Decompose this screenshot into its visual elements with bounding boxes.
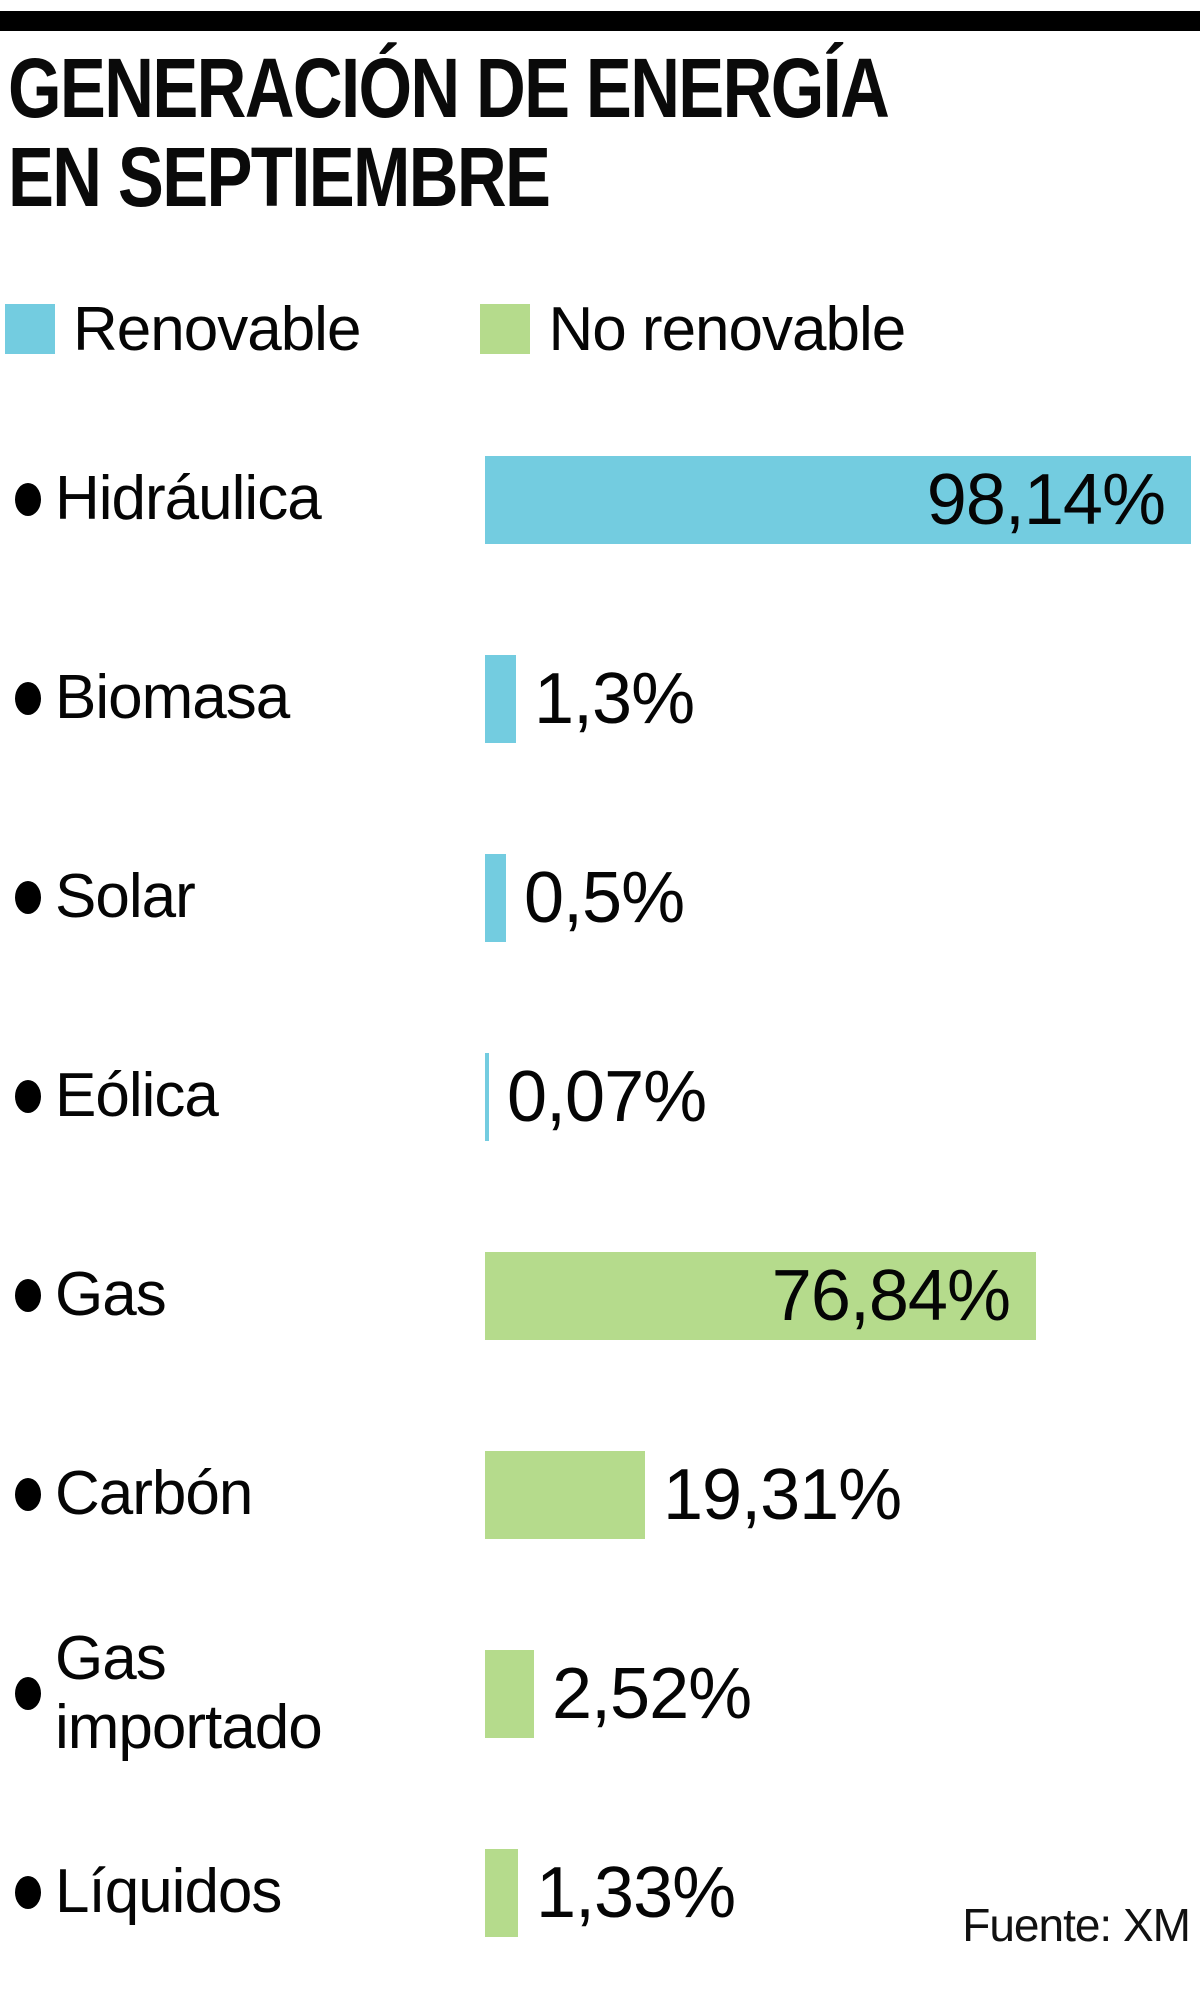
bullet-icon — [15, 682, 41, 715]
chart-row-gas: Gas 76,84% — [0, 1196, 1200, 1395]
value-label: 1,33% — [536, 1852, 736, 1933]
legend-swatch-renovable — [5, 304, 55, 354]
chart-row-liquidos: Líquidos 1,33% — [0, 1793, 1200, 1992]
bullet-icon — [15, 1677, 41, 1710]
category-label: Carbón — [55, 1459, 253, 1529]
value-label: 2,52% — [552, 1653, 752, 1734]
bar-biomasa — [485, 654, 516, 743]
legend-item-no-renovable: No renovable — [480, 294, 906, 365]
chart-title-line2: EN SEPTIEMBRE — [8, 130, 551, 225]
category-label: Líquidos — [55, 1857, 282, 1927]
bar-zone: 0,07% — [485, 1052, 1200, 1141]
category-label: Solar — [55, 862, 196, 932]
bullet-icon — [15, 881, 41, 914]
bar-zone: 0,5% — [485, 853, 1200, 942]
value-label: 98,14% — [926, 459, 1166, 540]
category-label: Biomasa — [55, 663, 290, 733]
value-label: 1,3% — [534, 658, 695, 739]
category-label-line: Gas — [55, 1624, 167, 1694]
chart-row-solar: Solar 0,5% — [0, 798, 1200, 997]
legend-item-renovable: Renovable — [5, 294, 361, 365]
bar-zone: 19,31% — [485, 1450, 1200, 1539]
bar-eolica — [485, 1052, 489, 1141]
bullet-icon — [15, 1478, 41, 1511]
chart-row-carbon: Carbón 19,31% — [0, 1395, 1200, 1594]
bar-hidraulica: 98,14% — [485, 455, 1191, 544]
bar-solar — [485, 853, 506, 942]
legend-label: Renovable — [73, 294, 361, 364]
bar-gas: 76,84% — [485, 1251, 1036, 1340]
category-label-line: importado — [55, 1692, 323, 1762]
bar-gas-importado — [485, 1649, 534, 1738]
chart-row-biomasa: Biomasa 1,3% — [0, 599, 1200, 798]
bar-chart: Hidráulica 98,14% Biomasa 1,3% Solar 0,5% Eóli… — [0, 400, 1200, 1992]
legend: Renovable No renovable — [5, 295, 906, 364]
bar-liquidos — [485, 1848, 518, 1937]
category-label: Gas — [55, 1260, 167, 1330]
bar-carbon — [485, 1450, 645, 1539]
top-rule — [0, 11, 1200, 31]
value-label: 0,07% — [507, 1056, 707, 1137]
legend-label: No renovable — [548, 294, 906, 364]
bar-zone: 2,52% — [485, 1649, 1200, 1738]
chart-row-eolica: Eólica 0,07% — [0, 997, 1200, 1196]
value-label: 76,84% — [771, 1255, 1011, 1336]
bar-zone: 98,14% — [485, 455, 1200, 544]
bar-zone: 76,84% — [485, 1251, 1200, 1340]
legend-swatch-no-renovable — [480, 304, 531, 354]
chart-row-gas-importado: Gas importado 2,52% — [0, 1594, 1200, 1793]
category-label: Eólica — [55, 1061, 219, 1131]
value-label: 0,5% — [524, 857, 685, 938]
bar-zone: 1,3% — [485, 654, 1200, 743]
bullet-icon — [15, 1876, 41, 1909]
chart-row-hidraulica: Hidráulica 98,14% — [0, 400, 1200, 599]
category-label: Hidráulica — [55, 464, 322, 534]
category-label: Gas importado — [55, 1624, 485, 1762]
bar-zone: 1,33% — [485, 1848, 1200, 1937]
chart-title: GENERACIÓN DE ENERGÍA EN SEPTIEMBRE — [8, 41, 890, 225]
value-label: 19,31% — [663, 1454, 902, 1535]
chart-title-line1: GENERACIÓN DE ENERGÍA — [8, 41, 890, 135]
bullet-icon — [15, 1080, 41, 1113]
bullet-icon — [15, 1279, 41, 1312]
source-label: Fuente: XM — [962, 1899, 1191, 1951]
bullet-icon — [15, 483, 41, 516]
